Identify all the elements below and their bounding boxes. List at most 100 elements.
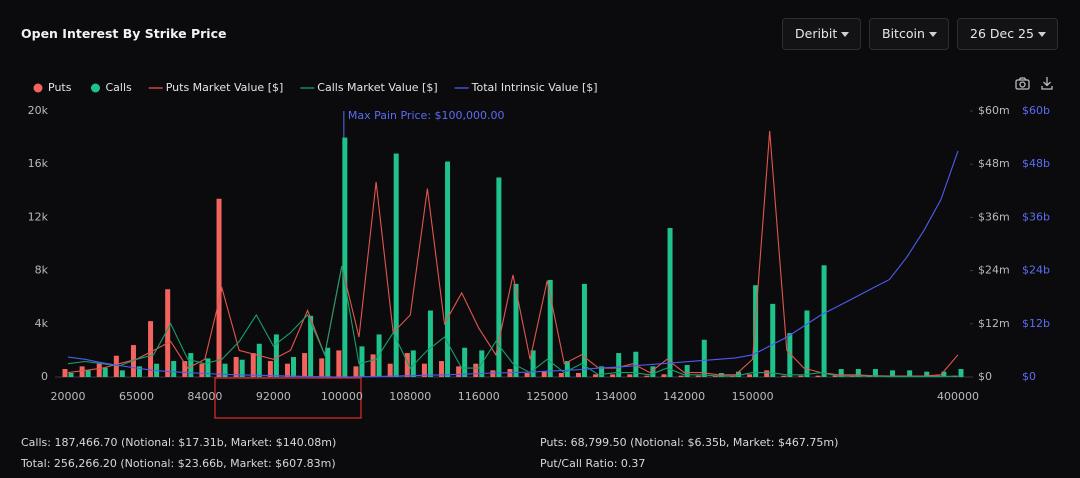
bar bbox=[684, 365, 690, 377]
bar bbox=[490, 370, 496, 377]
bar bbox=[496, 177, 502, 377]
bar bbox=[610, 374, 616, 377]
asset-dropdown[interactable]: Bitcoin bbox=[869, 18, 949, 50]
y-tick-label: 8k bbox=[35, 264, 49, 277]
bar bbox=[701, 339, 707, 377]
legend-label: Total Intrinsic Value [$] bbox=[471, 81, 598, 94]
bar bbox=[393, 153, 399, 377]
bar bbox=[547, 279, 553, 377]
x-tick-label: 108000 bbox=[389, 390, 431, 403]
x-tick-label: 84000 bbox=[187, 390, 222, 403]
bar bbox=[370, 354, 376, 377]
bar bbox=[650, 366, 656, 377]
bar bbox=[581, 283, 587, 377]
bar bbox=[958, 369, 964, 377]
bar bbox=[119, 370, 125, 377]
bar bbox=[291, 357, 296, 377]
bar bbox=[695, 375, 701, 377]
bar bbox=[96, 363, 102, 377]
bar bbox=[421, 363, 427, 377]
legend-marker bbox=[90, 83, 100, 93]
bar bbox=[661, 374, 667, 377]
bar bbox=[855, 369, 861, 377]
bar bbox=[308, 315, 314, 377]
bar bbox=[256, 343, 262, 377]
bar bbox=[798, 375, 804, 377]
bar bbox=[325, 347, 331, 377]
bar bbox=[205, 358, 211, 377]
puts-summary: Puts: 68,799.50 (Notional: $6.35b, Marke… bbox=[540, 436, 839, 449]
x-tick-label: 142000 bbox=[663, 390, 705, 403]
y3-tick-label: $36b bbox=[1022, 210, 1050, 223]
bar bbox=[233, 357, 239, 377]
bar bbox=[79, 366, 85, 377]
bar bbox=[302, 353, 308, 377]
bar bbox=[753, 285, 759, 377]
ratio-summary: Put/Call Ratio: 0.37 bbox=[540, 457, 646, 470]
bar bbox=[62, 369, 68, 377]
legend-item[interactable]: Calls Market Value [$] bbox=[300, 81, 438, 94]
bar bbox=[678, 375, 684, 377]
bar bbox=[427, 310, 433, 377]
bar bbox=[456, 366, 462, 377]
bar bbox=[113, 355, 119, 377]
bar bbox=[182, 361, 188, 377]
x-tick-label: 125000 bbox=[526, 390, 568, 403]
legend-item[interactable]: Puts Market Value [$] bbox=[148, 81, 284, 94]
bar bbox=[787, 333, 793, 377]
bar bbox=[815, 375, 821, 377]
bar bbox=[564, 361, 570, 377]
x-tick-label: 134000 bbox=[595, 390, 637, 403]
highlight-box bbox=[214, 377, 362, 419]
exchange-dropdown[interactable]: Deribit bbox=[782, 18, 861, 50]
bar bbox=[838, 369, 844, 377]
bar bbox=[747, 374, 753, 377]
bar bbox=[188, 353, 194, 377]
y2-tick-label: $48m bbox=[978, 157, 1010, 170]
expiry-dropdown[interactable]: 26 Dec 25 bbox=[957, 18, 1058, 50]
legend-label: Calls Market Value [$] bbox=[317, 81, 437, 94]
bar bbox=[319, 358, 325, 377]
bar bbox=[832, 375, 838, 377]
camera-icon[interactable] bbox=[1015, 77, 1030, 90]
bar bbox=[439, 361, 445, 377]
bar bbox=[524, 373, 530, 377]
x-tick-label: 150000 bbox=[732, 390, 774, 403]
bar bbox=[872, 369, 878, 377]
x-tick-label: 116000 bbox=[458, 390, 500, 403]
bar bbox=[285, 363, 290, 377]
bar bbox=[530, 350, 536, 377]
bar bbox=[267, 361, 273, 377]
x-tick-label: 100000 bbox=[321, 390, 363, 403]
bar bbox=[541, 371, 547, 377]
bar bbox=[410, 350, 416, 377]
legend-marker bbox=[33, 83, 43, 93]
y2-tick-label: $12m bbox=[978, 317, 1010, 330]
y3-tick-label: $48b bbox=[1022, 157, 1050, 170]
bar bbox=[165, 289, 171, 377]
bar bbox=[359, 346, 365, 377]
bar bbox=[890, 370, 896, 377]
y3-tick-label: $12b bbox=[1022, 317, 1050, 330]
calls-summary: Calls: 187,466.70 (Notional: $17.31b, Ma… bbox=[21, 436, 337, 449]
legend-item[interactable]: Total Intrinsic Value [$] bbox=[454, 81, 598, 94]
line bbox=[67, 130, 959, 377]
legend-label: Puts bbox=[48, 81, 72, 94]
x-tick-label: 92000 bbox=[256, 390, 291, 403]
legend-item[interactable]: Calls bbox=[90, 81, 132, 94]
legend-item[interactable]: Puts bbox=[33, 81, 72, 94]
bar bbox=[404, 353, 410, 377]
bar bbox=[667, 228, 673, 377]
bar bbox=[387, 363, 393, 377]
legend-label: Puts Market Value [$] bbox=[166, 81, 284, 94]
y-tick-label: 0 bbox=[41, 370, 48, 383]
bar bbox=[924, 371, 930, 377]
y2-tick-label: $24m bbox=[978, 264, 1010, 277]
bar bbox=[633, 351, 639, 377]
y2-tick-label: $60m bbox=[978, 104, 1010, 117]
y-tick-label: 16k bbox=[28, 157, 49, 170]
download-icon[interactable] bbox=[1041, 77, 1053, 90]
bar bbox=[941, 371, 947, 377]
bar bbox=[353, 366, 359, 377]
